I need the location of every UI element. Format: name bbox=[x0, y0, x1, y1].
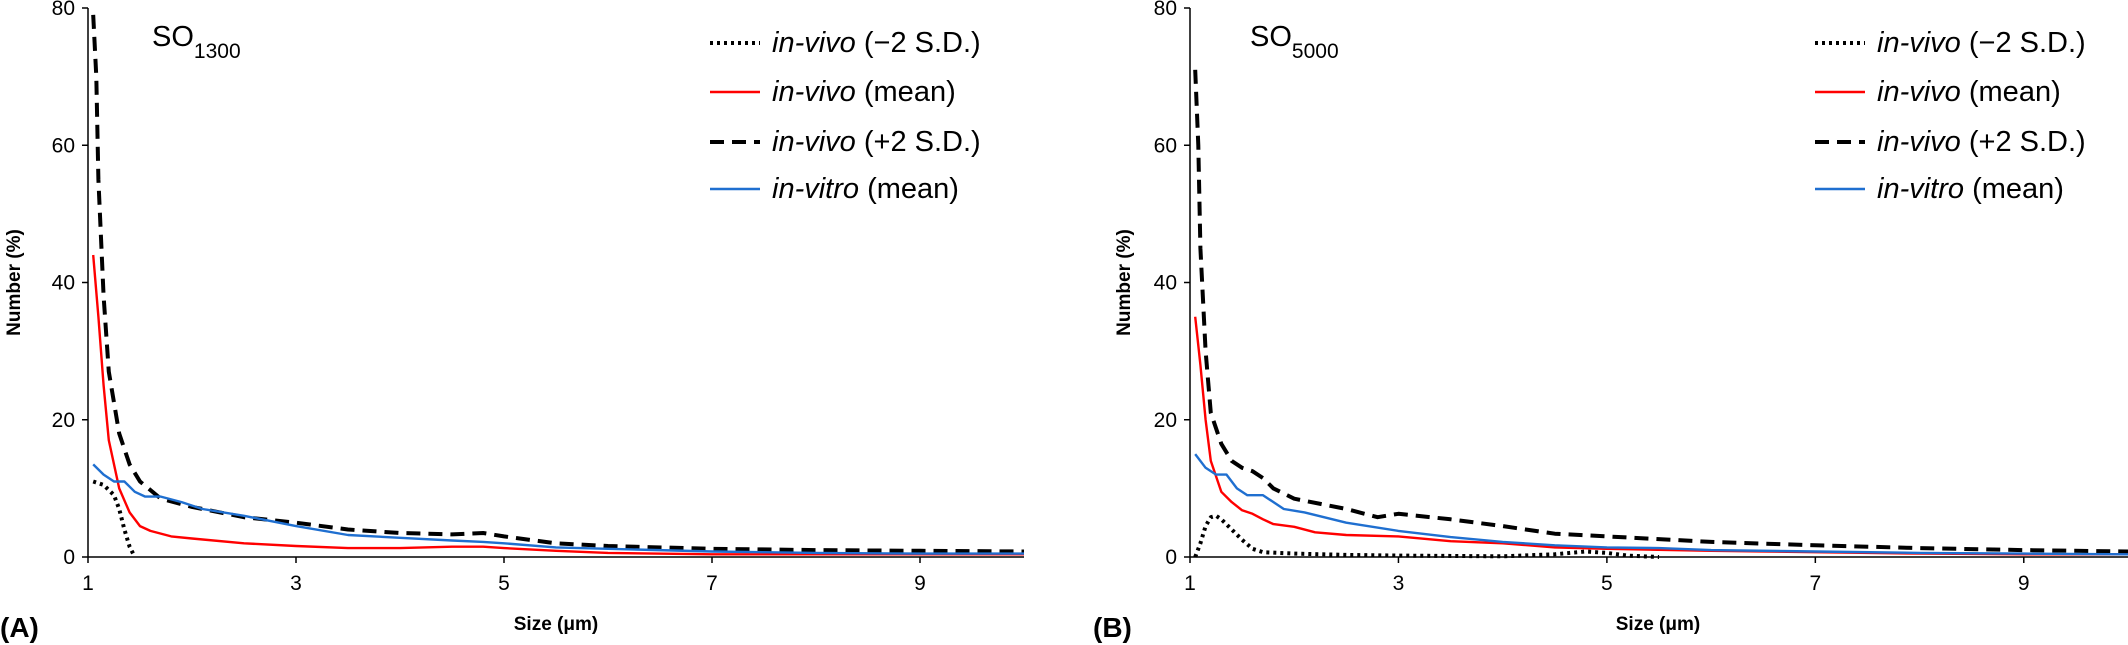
y-tick-label: 80 bbox=[1154, 0, 1177, 20]
legend-entry-rest: (mean) bbox=[1961, 76, 2061, 108]
series-line-2 bbox=[92, 254, 1024, 556]
legend-entry-4: in-vitro (mean) bbox=[1877, 173, 2064, 205]
legend-entry-2: in-vivo (mean) bbox=[772, 76, 956, 108]
legend-entry-rest: (+2 S.D.) bbox=[1961, 126, 2086, 158]
chart-title-subscript: 5000 bbox=[1292, 40, 1339, 63]
y-axis-label: Number (%) bbox=[1114, 229, 1135, 336]
y-tick-label: 80 bbox=[52, 0, 75, 20]
y-tick-label: 0 bbox=[1165, 546, 1177, 569]
x-tick-label: 3 bbox=[1393, 572, 1405, 595]
x-tick-label: 1 bbox=[82, 572, 94, 595]
y-tick-label: 40 bbox=[52, 272, 75, 295]
legend-entry-2: in-vivo (mean) bbox=[1877, 76, 2061, 108]
legend-entry-italic: in-vivo bbox=[1877, 27, 1961, 59]
series-line-4 bbox=[92, 463, 1024, 555]
legend-entry-rest: (mean) bbox=[1964, 173, 2064, 205]
series-line-2 bbox=[1194, 316, 2128, 556]
legend-entry-italic: in-vivo bbox=[1877, 76, 1961, 108]
y-tick-label: 60 bbox=[52, 134, 75, 157]
x-tick-label: 7 bbox=[706, 572, 718, 595]
series-line-1 bbox=[1193, 513, 1660, 559]
legend-entry-italic: in-vitro bbox=[1877, 173, 1964, 205]
series-line-1 bbox=[92, 479, 137, 558]
x-tick-label: 7 bbox=[1809, 572, 1821, 595]
legend-entry-1: in-vivo (−2 S.D.) bbox=[772, 27, 981, 59]
legend-entry-italic: in-vivo bbox=[772, 126, 856, 158]
chart-title-main: SO bbox=[152, 21, 194, 53]
chart-title: SO1300 bbox=[152, 21, 241, 63]
legend: in-vivo (−2 S.D.)in-vivo (mean)in-vivo (… bbox=[1815, 27, 2086, 205]
legend-entry-3: in-vivo (+2 S.D.) bbox=[772, 126, 981, 158]
y-tick-label: 40 bbox=[1154, 272, 1177, 295]
legend: in-vivo (−2 S.D.)in-vivo (mean)in-vivo (… bbox=[710, 27, 981, 205]
chart-title-main: SO bbox=[1250, 21, 1292, 53]
legend-entry-4: in-vitro (mean) bbox=[772, 173, 959, 205]
x-tick-label: 5 bbox=[1601, 572, 1613, 595]
panel-label: (B) bbox=[1093, 612, 1132, 643]
y-tick-label: 20 bbox=[1154, 409, 1177, 432]
x-tick-label: 9 bbox=[914, 572, 926, 595]
legend-entry-rest: (−2 S.D.) bbox=[856, 27, 981, 59]
y-tick-label: 0 bbox=[63, 546, 75, 569]
series-line-3 bbox=[1193, 69, 2128, 554]
legend-entry-italic: in-vitro bbox=[772, 173, 859, 205]
x-axis-label: Size (μm) bbox=[514, 614, 598, 635]
legend-entry-rest: (−2 S.D.) bbox=[1961, 27, 2086, 59]
legend-entry-italic: in-vivo bbox=[772, 27, 856, 59]
legend-entry-3: in-vivo (+2 S.D.) bbox=[1877, 126, 2086, 158]
series-line-4 bbox=[1194, 453, 2128, 556]
x-tick-label: 1 bbox=[1184, 572, 1196, 595]
legend-entry-rest: (+2 S.D.) bbox=[856, 126, 981, 158]
chart-panel-2: 0 20 40 60 80 1 3 5 7 9 Size (μm) Number (%) (B) SO50… bbox=[1093, 0, 2128, 643]
legend-entry-italic: in-vivo bbox=[1877, 126, 1961, 158]
x-axis-label: Size (μm) bbox=[1616, 614, 1700, 635]
x-tick-label: 3 bbox=[290, 572, 302, 595]
x-tick-label: 5 bbox=[498, 572, 510, 595]
panel-label: (A) bbox=[0, 612, 39, 643]
y-tick-label: 60 bbox=[1154, 134, 1177, 157]
y-axis-label: Number (%) bbox=[4, 229, 25, 336]
legend-entry-1: in-vivo (−2 S.D.) bbox=[1877, 27, 2086, 59]
legend-entry-italic: in-vivo bbox=[772, 76, 856, 108]
chart-panel-1: 0 20 40 60 80 1 3 5 7 9 Size (μm) Number (%) (A) SO13… bbox=[0, 0, 1025, 643]
legend-entry-rest: (mean) bbox=[856, 76, 956, 108]
chart-title-subscript: 1300 bbox=[194, 40, 241, 63]
series-line-3 bbox=[91, 14, 1025, 554]
chart-title: SO5000 bbox=[1250, 21, 1339, 63]
y-tick-label: 20 bbox=[52, 409, 75, 432]
legend-entry-rest: (mean) bbox=[859, 173, 959, 205]
x-tick-label: 9 bbox=[2018, 572, 2030, 595]
